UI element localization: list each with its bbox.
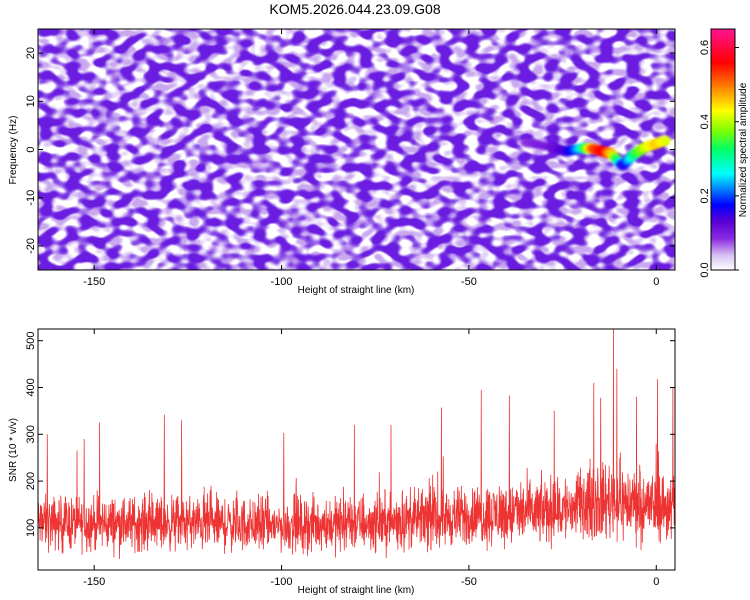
snr-ytick-label: 400 [25, 378, 37, 396]
spectrogram-xtick-label: -50 [461, 276, 477, 288]
snr-xtick-label: 0 [653, 576, 659, 588]
colorbar-tick-label: 0.0 [699, 262, 711, 277]
spectrogram-ytick-label: -10 [25, 190, 37, 206]
snr-xtick-label: -100 [271, 576, 293, 588]
snr-xtick-label: -150 [83, 576, 105, 588]
snr-xtick-label: -50 [461, 576, 477, 588]
colorbar-scale [710, 28, 736, 271]
snr-plot: -150 -100 -50 0 100 200 300 400 500 Height of st… [8, 328, 676, 596]
spectrogram-ytick-label: 10 [25, 95, 37, 107]
spectrogram-xtick-label: 0 [653, 276, 659, 288]
colorbar-ticks: 0.0 0.2 0.4 0.6 [699, 40, 739, 278]
snr-ytick-label: 100 [25, 519, 37, 537]
snr-ytick-label: 200 [25, 472, 37, 490]
snr-series-line [38, 329, 675, 560]
signal-track-blob [660, 136, 671, 145]
snr-frame [37, 328, 676, 571]
spectrogram-ytick-label: 0 [25, 146, 37, 152]
colorbar-tick-label: 0.2 [699, 188, 711, 203]
spectrogram-xtick-label: -100 [271, 276, 293, 288]
signal-track [520, 136, 671, 171]
spectrogram-ytick-label: 20 [25, 47, 37, 59]
snr-xlabel: Height of straight line (km) [298, 585, 415, 596]
snr-ytick-label: 500 [25, 332, 37, 350]
colorbar-tick-label: 0.4 [699, 114, 711, 129]
spectrogram-xlabel: Height of straight line (km) [298, 285, 415, 296]
spectrogram-ylabel: Frequency (Hz) [8, 116, 19, 185]
colorbar-tick-label: 0.6 [699, 40, 711, 55]
spectrogram-xtick-label: -150 [83, 276, 105, 288]
snr-ylabel: SNR (10 * v/v) [8, 418, 19, 482]
snr-ytick-label: 300 [25, 425, 37, 443]
figure-title: KOM5.2026.044.23.09.G08 [269, 1, 440, 17]
spectrogram-ytick-label: -20 [25, 238, 37, 254]
colorbar: 0.0 0.2 0.4 0.6 Normalized spectral amplitu… [699, 28, 749, 278]
colorbar-label: Normalized spectral amplitude [738, 82, 749, 217]
spectrogram-area [38, 29, 675, 270]
snr-ticks: -150 -100 -50 0 100 200 300 400 500 [25, 329, 675, 588]
